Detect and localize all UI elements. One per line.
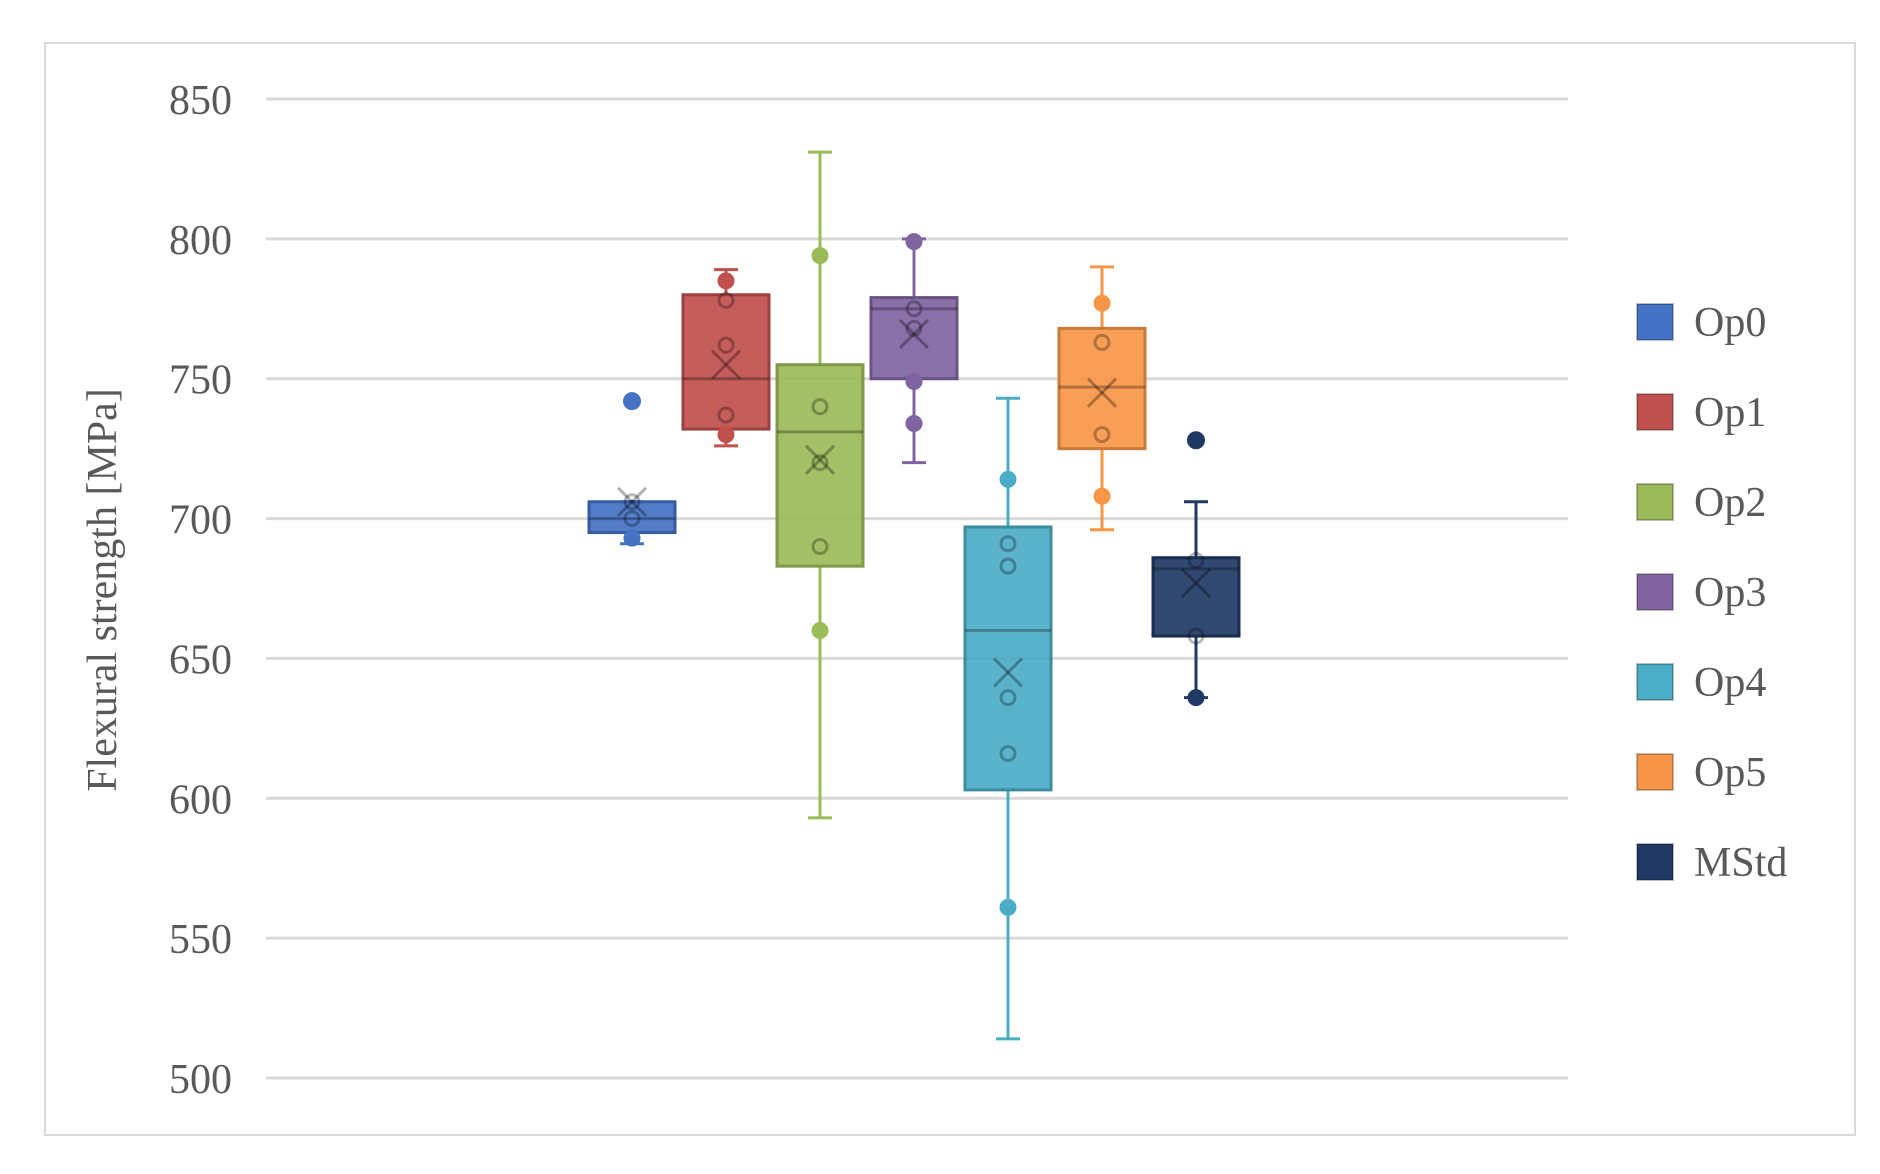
- data-point: [811, 538, 829, 556]
- legend-item-mstd: MStd: [1636, 840, 1787, 886]
- mean-marker: [710, 349, 742, 380]
- mean-marker: [804, 444, 836, 475]
- data-point: [999, 898, 1017, 916]
- legend-label: MStd: [1694, 840, 1787, 886]
- data-point: [1187, 552, 1205, 570]
- data-point: [999, 557, 1017, 575]
- y-tick-label: 800: [169, 218, 232, 264]
- data-point: [623, 493, 641, 511]
- data-point: [905, 300, 923, 318]
- data-point: [811, 247, 829, 265]
- iqr-box: [587, 500, 677, 535]
- mean-marker: [992, 657, 1024, 688]
- y-tick-label: 600: [169, 777, 232, 823]
- y-tick-label: 850: [169, 78, 232, 124]
- legend-swatch: [1636, 843, 1674, 881]
- data-point: [1187, 627, 1205, 645]
- legend-item-op3: Op3: [1636, 570, 1766, 616]
- data-point: [811, 621, 829, 639]
- box-op2: [775, 150, 865, 820]
- data-point: [717, 291, 735, 309]
- data-point: [811, 454, 829, 472]
- y-tick-label: 650: [169, 637, 232, 683]
- box-op5: [1057, 265, 1147, 532]
- iqr-box-outline: [1057, 326, 1147, 451]
- legend-swatch: [1636, 753, 1674, 791]
- mean-marker: [804, 444, 836, 475]
- data-point: [1093, 426, 1111, 444]
- data-point: [905, 414, 923, 432]
- outlier-point: [1187, 431, 1205, 450]
- iqr-box-outline: [963, 525, 1053, 792]
- data-point: [905, 319, 923, 337]
- data-point: [999, 745, 1017, 763]
- legend-label: Op1: [1694, 390, 1766, 436]
- legend-item-op0: Op0: [1636, 300, 1766, 346]
- data-point: [905, 373, 923, 391]
- box-mstd: [1151, 431, 1241, 707]
- data-point: [717, 406, 735, 424]
- box-op4: [963, 396, 1053, 1041]
- box-op3: [869, 233, 959, 465]
- mean-marker: [710, 349, 742, 380]
- box-series: [587, 150, 1241, 1041]
- legend-item-op2: Op2: [1636, 480, 1766, 526]
- legend-label: Op2: [1694, 480, 1766, 526]
- legend-swatch: [1636, 663, 1674, 701]
- legend-swatch: [1636, 573, 1674, 611]
- data-point: [1187, 689, 1205, 707]
- legend-label: Op0: [1694, 300, 1766, 346]
- mean-marker: [1180, 567, 1212, 598]
- box-op0: [587, 392, 677, 547]
- legend-label: Op3: [1694, 570, 1766, 616]
- iqr-box: [1151, 556, 1241, 638]
- data-point: [623, 529, 641, 547]
- legend: Op0 Op1 Op2 Op3 Op4 Op5 MStd: [1636, 300, 1787, 886]
- box-op1: [681, 268, 771, 448]
- mean-marker: [1086, 377, 1118, 408]
- data-point: [999, 470, 1017, 488]
- y-tick-label: 550: [169, 917, 232, 963]
- mean-marker: [992, 657, 1024, 688]
- data-point: [717, 426, 735, 444]
- legend-item-op5: Op5: [1636, 750, 1766, 796]
- mean-marker: [898, 318, 930, 350]
- y-tick-labels: 500 550 600 650 700 750 800 850: [169, 78, 232, 1103]
- data-point: [1093, 294, 1111, 312]
- y-tick-label: 700: [169, 498, 232, 544]
- legend-swatch: [1636, 393, 1674, 431]
- data-point: [623, 510, 641, 528]
- data-point: [811, 398, 829, 416]
- mean-marker: [616, 486, 648, 517]
- legend-label: Op5: [1694, 750, 1766, 796]
- data-point: [999, 689, 1017, 707]
- iqr-box: [775, 363, 865, 568]
- y-axis-label: Flexural strength [MPa]: [80, 388, 126, 792]
- iqr-box: [963, 525, 1053, 792]
- iqr-box-outline: [1151, 556, 1241, 638]
- data-point: [717, 272, 735, 290]
- mean-marker: [1086, 377, 1118, 408]
- legend-swatch: [1636, 483, 1674, 521]
- legend-label: Op4: [1694, 660, 1766, 706]
- mean-marker: [616, 486, 648, 517]
- mean-marker: [1180, 567, 1212, 598]
- y-tick-label: 750: [169, 358, 232, 404]
- outlier-point: [623, 392, 641, 411]
- mean-marker: [898, 318, 930, 350]
- data-point: [1093, 487, 1111, 505]
- data-point: [999, 535, 1017, 553]
- iqr-box-outline: [775, 363, 865, 568]
- data-point: [1093, 333, 1111, 351]
- iqr-box: [1057, 326, 1147, 451]
- legend-item-op1: Op1: [1636, 390, 1766, 436]
- legend-item-op4: Op4: [1636, 660, 1766, 706]
- data-point: [717, 336, 735, 354]
- legend-swatch: [1636, 303, 1674, 341]
- chart-frame: [44, 42, 1856, 1136]
- y-tick-label: 500: [169, 1057, 232, 1103]
- data-point: [905, 233, 923, 251]
